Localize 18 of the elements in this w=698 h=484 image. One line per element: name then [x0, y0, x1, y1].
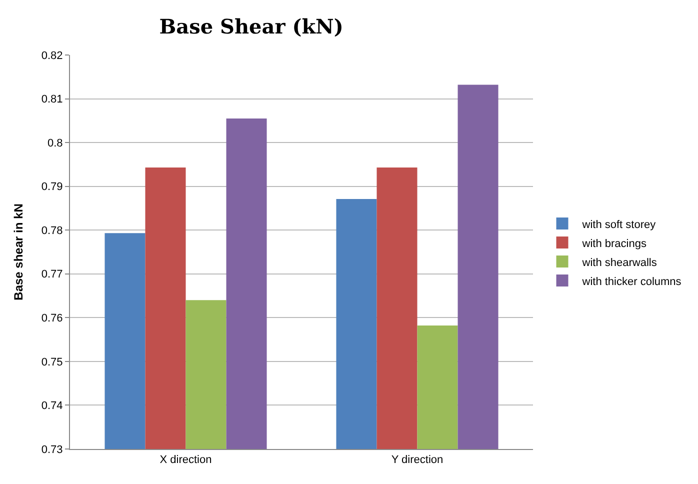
legend-label: with thicker columns [581, 276, 682, 288]
y-tick-label: 0.82 [41, 50, 63, 62]
y-axis-title: Base shear in kN [12, 204, 26, 300]
y-tick-label: 0.73 [41, 444, 63, 456]
y-tick-label: 0.77 [41, 268, 63, 281]
chart-title: Base Shear (kN) [159, 14, 344, 38]
y-tick-label: 0.8 [48, 137, 63, 150]
y-tick-label: 0.78 [41, 224, 63, 237]
x-tick-label: Y direction [391, 454, 444, 466]
x-tick-label: X direction [160, 454, 212, 466]
y-tick-label: 0.75 [41, 356, 63, 368]
y-tick-label: 0.74 [41, 400, 63, 412]
legend-label: with bracings [581, 238, 647, 250]
y-tick-label: 0.81 [41, 94, 63, 106]
legend-label: with soft storey [581, 218, 656, 231]
legend-label: with shearwalls [581, 256, 658, 269]
y-tick-label: 0.79 [41, 181, 63, 194]
y-tick-label: 0.76 [41, 312, 63, 325]
